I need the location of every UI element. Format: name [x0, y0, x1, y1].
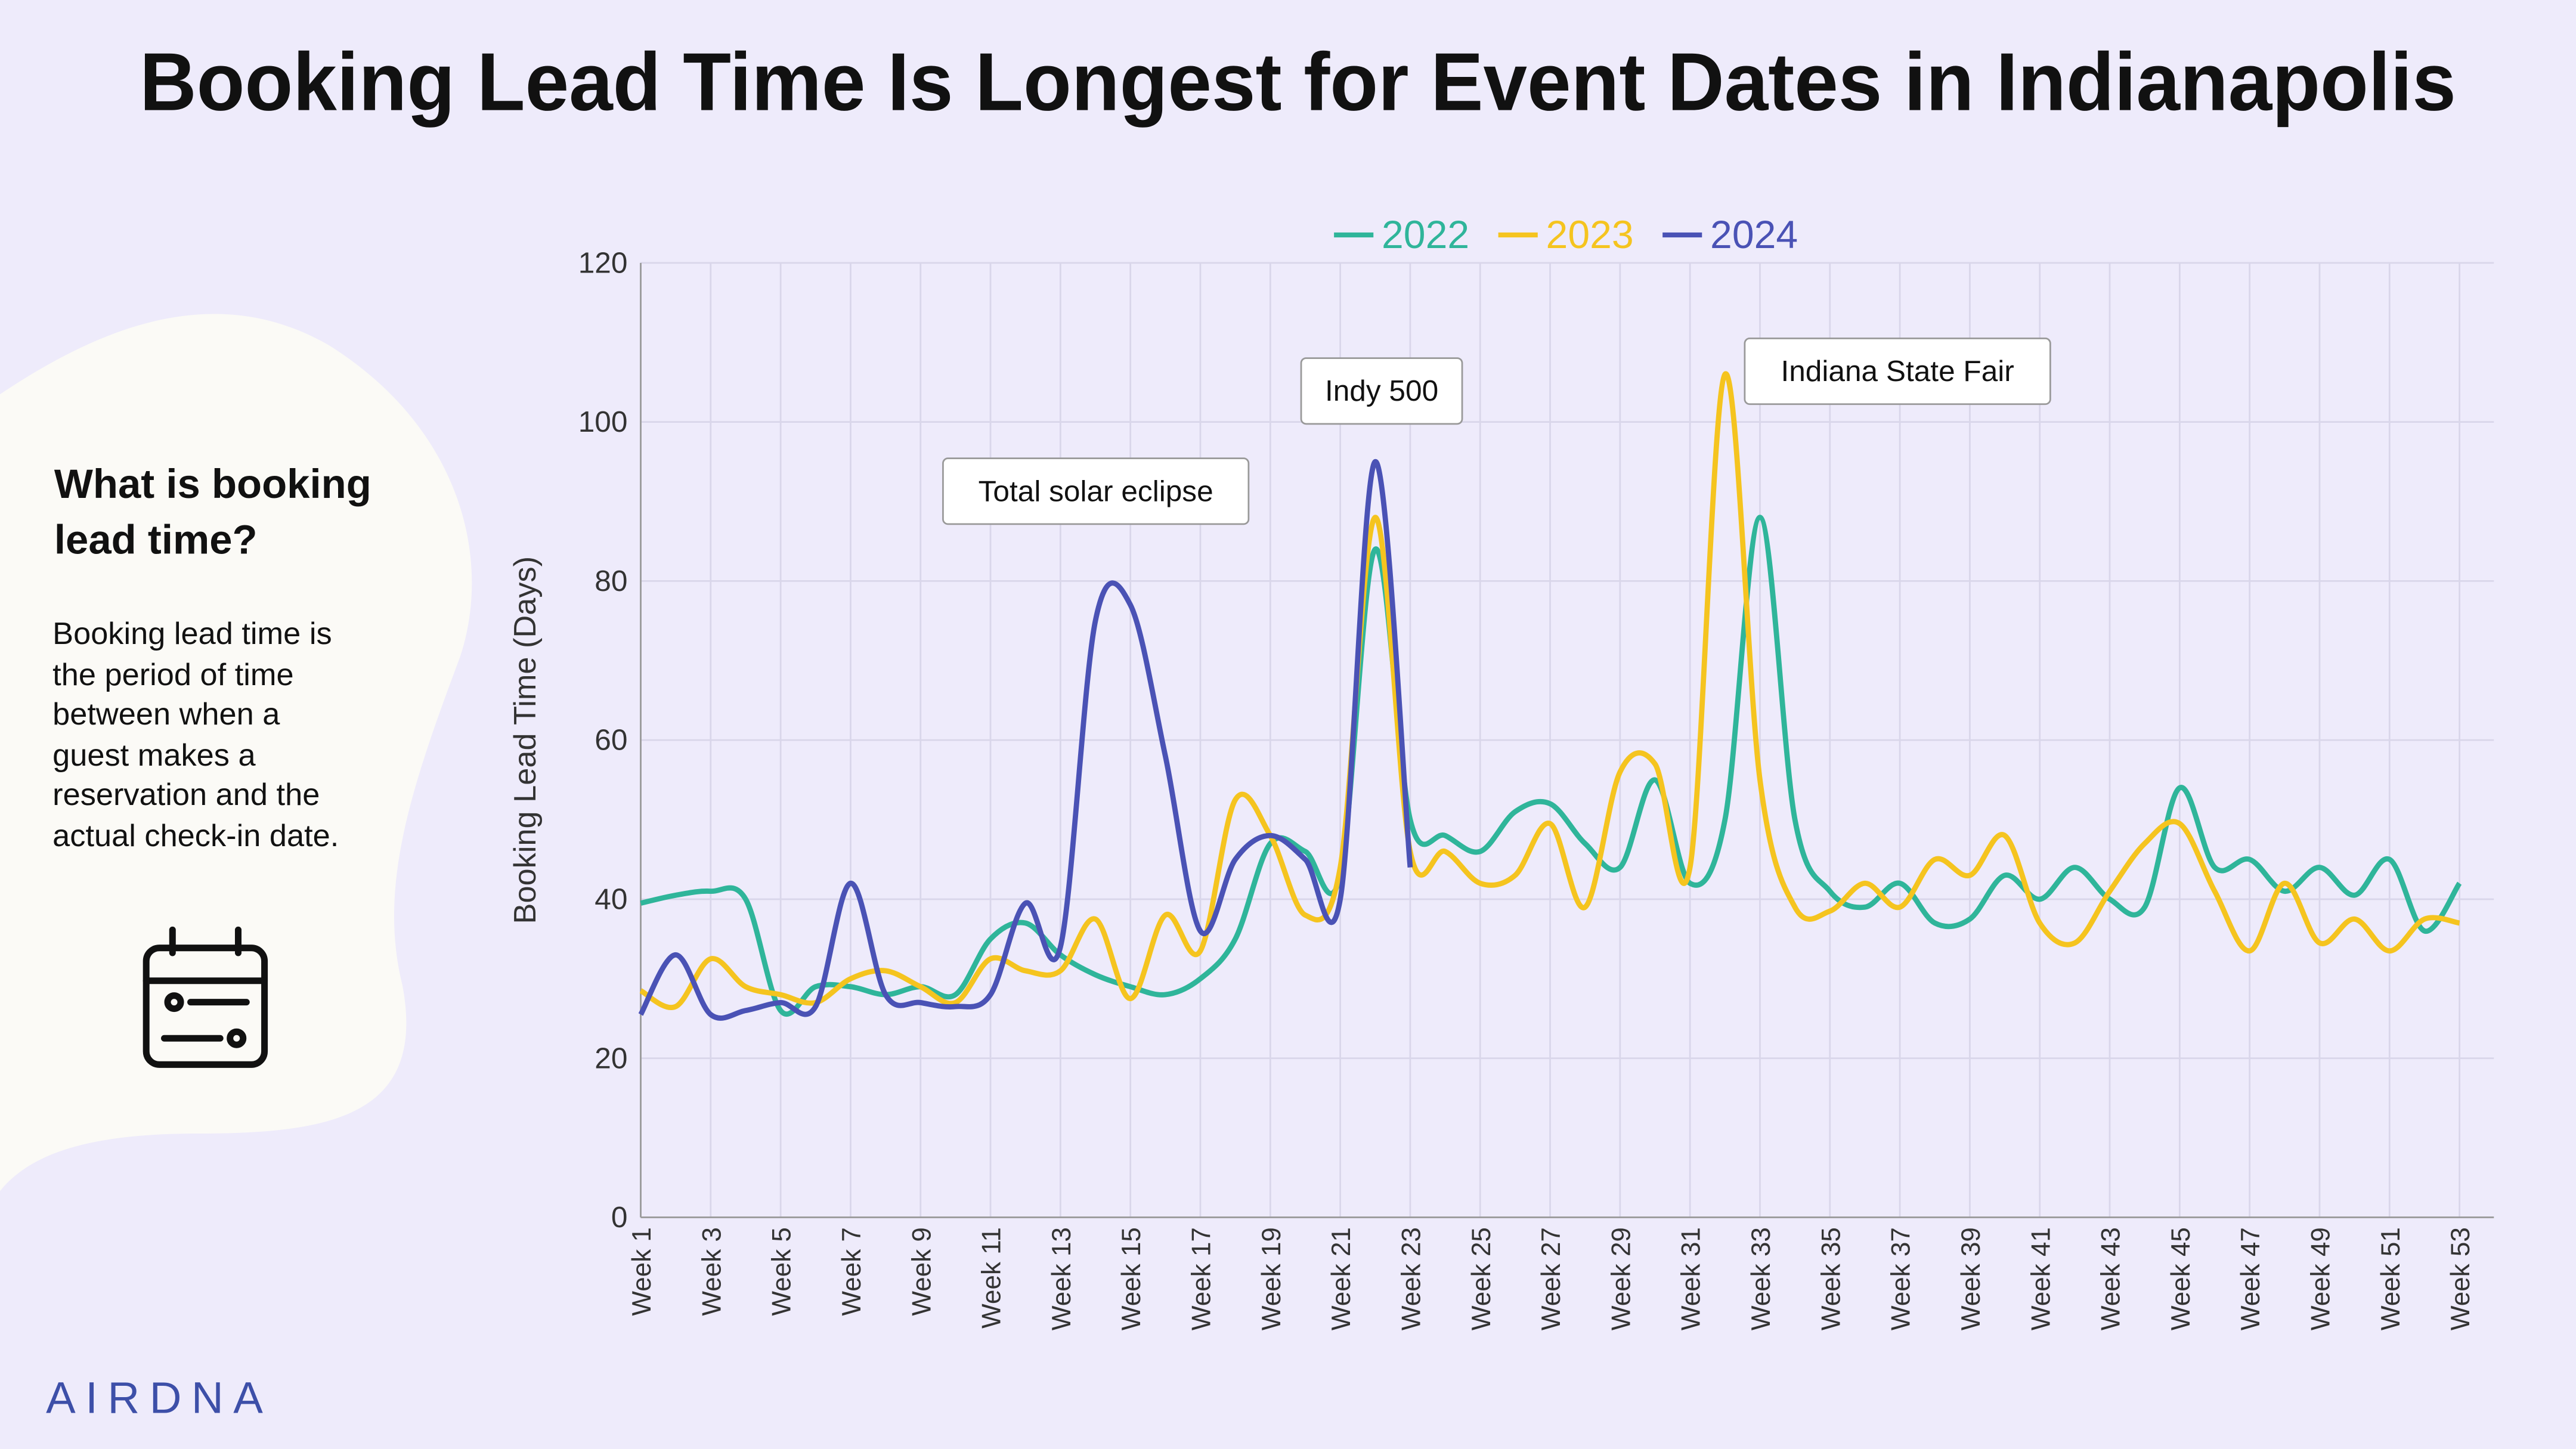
x-tick-label: Week 29 — [1606, 1227, 1636, 1330]
x-tick-label: Week 31 — [1677, 1227, 1706, 1330]
plot: 0 20 40 60 80 100 120 Week 1 Week 3 Week 5 Week 7 W… — [508, 213, 2494, 1330]
x-tick-label: Week 43 — [2097, 1227, 2126, 1330]
x-tick-label: Week 21 — [1327, 1227, 1356, 1330]
annotation-box — [1744, 338, 2051, 405]
annotation: Indy 500 — [1325, 374, 1438, 407]
x-tick-label: Week 35 — [1816, 1227, 1846, 1330]
x-tick-label: Week 53 — [2446, 1227, 2475, 1330]
line-series — [638, 459, 1413, 1021]
annotation-box — [942, 457, 1250, 525]
x-tick-label: Week 11 — [977, 1227, 1007, 1329]
y-axis-label: Booking Lead Time (Days) — [508, 556, 543, 924]
x-tick-label: Week 33 — [1747, 1227, 1776, 1330]
x-tick-label: Week 5 — [767, 1227, 797, 1316]
x-tick-label: Week 19 — [1257, 1227, 1286, 1330]
x-tick-label: Week 7 — [837, 1227, 866, 1316]
x-tick-label: Week 47 — [2236, 1227, 2265, 1330]
x-tick-label: Week 17 — [1187, 1227, 1216, 1330]
title: Booking Lead Time Is Longest for Event D… — [140, 36, 2456, 128]
annotation: Total solar eclipse — [979, 474, 1213, 507]
annotation-box — [1300, 357, 1463, 425]
y-tick-label: 60 — [595, 723, 627, 757]
y-tick-label: 120 — [578, 246, 628, 279]
y-tick-label: 80 — [595, 564, 627, 597]
sidebar-heading-box: What is booking lead time? — [54, 462, 371, 564]
x-tick-label: Week 45 — [2166, 1227, 2196, 1330]
line-series — [639, 371, 2460, 1010]
y-tick-label: 20 — [595, 1041, 627, 1075]
y-tick-label: 100 — [578, 405, 628, 438]
sidebar-blob — [0, 314, 472, 1191]
sidebar-body-box: Booking lead time is the period of time … — [52, 617, 339, 854]
x-tick-label: Week 51 — [2376, 1227, 2405, 1330]
sidebar-body: Booking lead time is the period of time … — [52, 617, 339, 854]
x-tick-label: Week 13 — [1047, 1227, 1076, 1330]
x-tick-label: Week 23 — [1397, 1227, 1426, 1330]
legend-label: 2022 — [1382, 213, 1469, 257]
x-tick-label: Week 1 — [627, 1227, 657, 1316]
x-tick-label: Week 27 — [1537, 1227, 1566, 1330]
line-series — [640, 515, 2462, 1017]
x-tick-label: Week 37 — [1887, 1227, 1916, 1330]
legend-label: 2023 — [1546, 213, 1634, 257]
x-tick-label: Week 49 — [2306, 1227, 2336, 1330]
y-tick-label: 0 — [611, 1200, 628, 1234]
x-tick-label: Week 9 — [907, 1227, 936, 1316]
calendar-icon — [143, 926, 268, 1068]
logo: AIRDNA — [46, 1373, 273, 1422]
y-tick-label: 40 — [595, 882, 627, 915]
x-tick-label: Week 15 — [1117, 1227, 1146, 1330]
x-tick-label: Week 25 — [1467, 1227, 1496, 1330]
x-tick-label: Week 41 — [2026, 1227, 2055, 1330]
x-tick-label: Week 3 — [697, 1227, 726, 1316]
annotation: Indiana State Fair — [1781, 354, 2014, 388]
sidebar-heading: What is booking lead time? — [54, 462, 371, 564]
x-tick-label: Week 39 — [1956, 1227, 1986, 1330]
legend-label: 2024 — [1710, 213, 1798, 257]
